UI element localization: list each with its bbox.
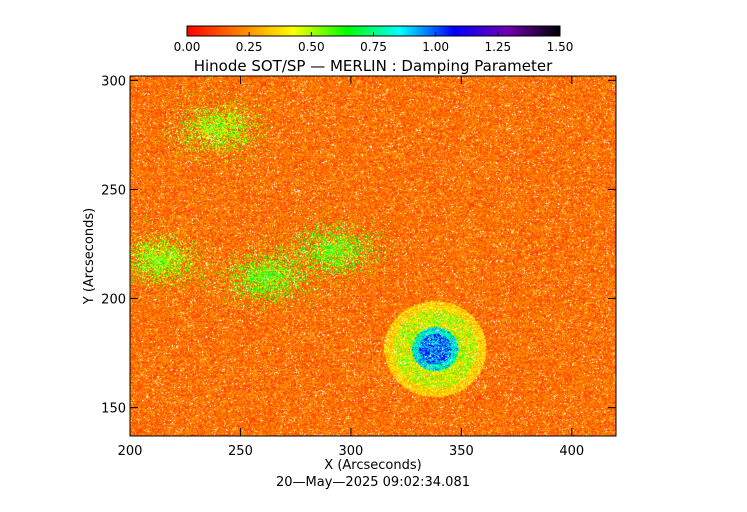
x-axis-label: X (Arcseconds) — [324, 458, 421, 473]
colorbar-tick-label: 0.00 — [174, 40, 201, 54]
heatmap-image — [130, 76, 616, 436]
y-axis-label: Y (Arcseconds) — [82, 208, 97, 305]
colorbar-tick-label: 1.25 — [484, 40, 511, 54]
y-tick-label: 250 — [101, 183, 126, 198]
y-tick-label: 150 — [101, 402, 126, 417]
x-tick-label: 200 — [118, 444, 143, 459]
plot-area: 200 250 300 350 400 150 200 250 300 — [101, 74, 617, 459]
colorbar: 0.00 0.25 0.50 0.75 1.00 1.25 1.50 — [174, 25, 574, 54]
x-tick-label: 250 — [228, 444, 253, 459]
x-tick-label: 300 — [338, 444, 363, 459]
colorbar-tick-label: 1.50 — [547, 40, 574, 54]
y-tick-label: 200 — [101, 293, 126, 308]
timestamp: 20—May—2025 09:02:34.081 — [276, 475, 470, 490]
colorbar-tick-label: 0.75 — [360, 40, 387, 54]
x-axis-ticks: 200 250 300 350 400 — [118, 76, 584, 459]
y-axis-ticks: 150 200 250 300 — [101, 74, 616, 417]
colorbar-tick-label: 0.25 — [236, 40, 263, 54]
x-tick-label: 400 — [559, 444, 584, 459]
y-tick-label: 300 — [101, 74, 126, 89]
chart-title: Hinode SOT/SP — MERLIN : Damping Paramet… — [194, 57, 553, 75]
colorbar-tick-label: 0.50 — [298, 40, 325, 54]
colorbar-tick-label: 1.00 — [422, 40, 449, 54]
colorbar-gradient — [187, 26, 560, 36]
colorbar-ticks: 0.00 0.25 0.50 0.75 1.00 1.25 1.50 — [174, 32, 574, 54]
x-tick-label: 350 — [449, 444, 474, 459]
plot-frame — [129, 75, 617, 437]
